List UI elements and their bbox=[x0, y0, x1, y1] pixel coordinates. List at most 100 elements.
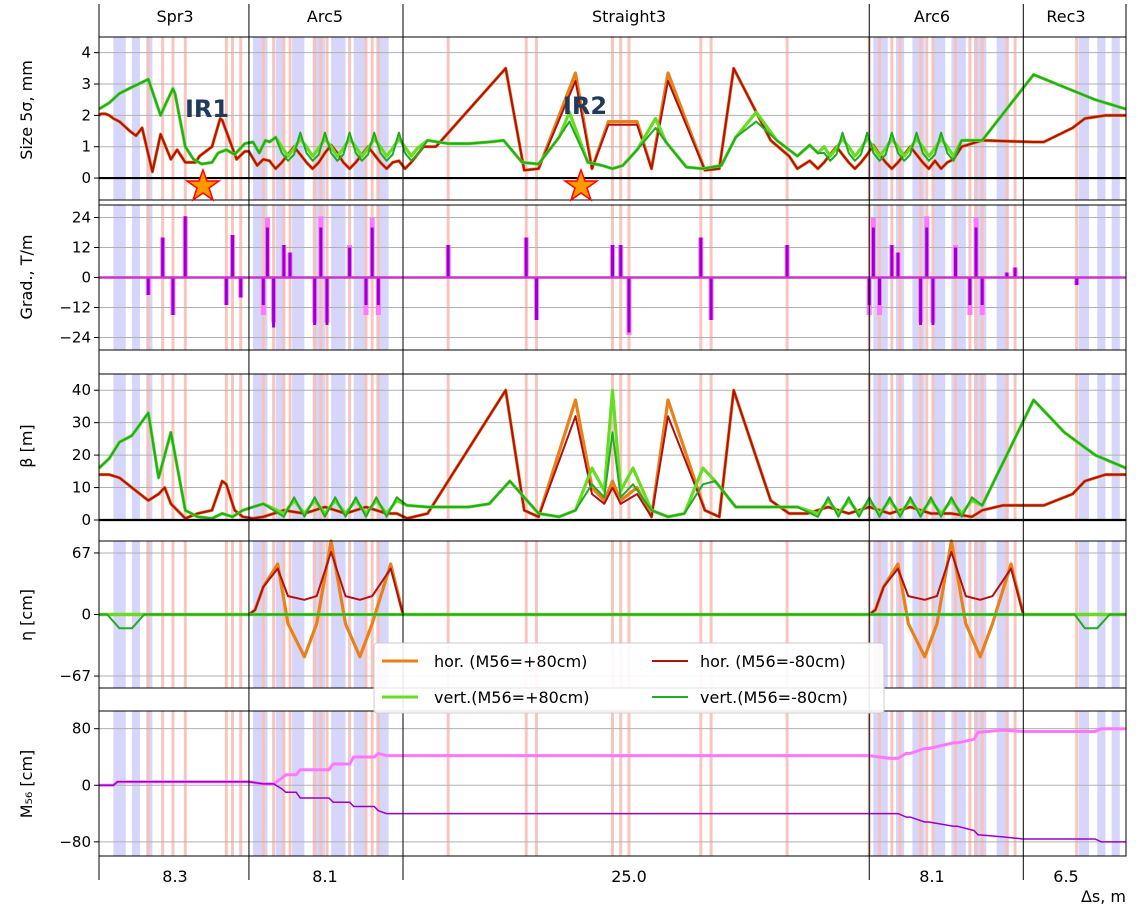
quad-band bbox=[898, 374, 902, 520]
length-axis-unit: Δs, m bbox=[1081, 887, 1126, 906]
dipole-band bbox=[932, 374, 946, 520]
gradient-bar bbox=[980, 277, 984, 305]
dipole-band bbox=[1097, 37, 1106, 200]
gradient-bar bbox=[709, 277, 713, 320]
quad-band bbox=[1005, 37, 1009, 200]
quad-band bbox=[231, 37, 235, 200]
dipole-band bbox=[331, 711, 346, 856]
ylabel-size: Size 5σ, mm bbox=[17, 60, 36, 160]
ylabel-gradient: Grad., T/m bbox=[17, 235, 36, 320]
quad-band bbox=[1013, 37, 1017, 200]
gradient-bar bbox=[161, 237, 165, 278]
dipole-band bbox=[253, 37, 268, 200]
gradient-bar bbox=[524, 237, 528, 278]
dipole-band bbox=[912, 374, 925, 520]
quad-band bbox=[146, 37, 150, 200]
quad-band bbox=[1013, 711, 1017, 856]
series-line-m56_m bbox=[99, 780, 1126, 843]
gradient-bar bbox=[896, 252, 900, 278]
section-length-arc6: 8.1 bbox=[919, 867, 944, 886]
y-tick-label: 0 bbox=[81, 776, 91, 794]
quad-band bbox=[272, 37, 276, 200]
gradient-bar bbox=[231, 235, 235, 278]
dipole-band bbox=[292, 37, 305, 200]
gradient-bar bbox=[925, 227, 929, 278]
y-tick-label: −12 bbox=[59, 299, 91, 317]
quad-band bbox=[785, 711, 789, 856]
gradient-bar bbox=[611, 245, 614, 278]
quad-band bbox=[224, 711, 228, 856]
quad-band bbox=[183, 374, 187, 520]
quad-band bbox=[146, 374, 150, 520]
quad-band bbox=[1075, 374, 1079, 520]
quad-band bbox=[878, 374, 882, 520]
quad-band bbox=[1005, 711, 1009, 856]
quad-band bbox=[611, 711, 614, 856]
quad-band bbox=[261, 374, 265, 520]
quad-band bbox=[224, 374, 228, 520]
quad-band bbox=[348, 711, 352, 856]
quad-band bbox=[878, 37, 882, 200]
dipole-band bbox=[331, 374, 346, 520]
quad-band bbox=[282, 374, 286, 520]
quad-band bbox=[709, 711, 713, 856]
y-tick-label: 12 bbox=[72, 239, 91, 257]
gradient-bar bbox=[699, 237, 703, 278]
quad-band bbox=[974, 374, 978, 520]
dipole-band bbox=[353, 374, 367, 520]
dipole-band bbox=[113, 711, 126, 856]
dipole-band bbox=[1111, 37, 1120, 200]
dipole-band bbox=[912, 711, 925, 856]
quad-band bbox=[231, 374, 235, 520]
y-tick-label: 20 bbox=[72, 446, 91, 464]
quad-band bbox=[980, 374, 984, 520]
dipole-band bbox=[1111, 374, 1120, 520]
section-length-straight3: 25.0 bbox=[611, 867, 647, 886]
quad-band bbox=[183, 37, 187, 200]
quad-band bbox=[611, 37, 614, 200]
quad-band bbox=[348, 374, 352, 520]
quad-band bbox=[627, 374, 631, 520]
quad-band bbox=[325, 374, 329, 520]
gradient-bar bbox=[171, 277, 175, 315]
gradient-bar bbox=[265, 227, 269, 278]
quad-band bbox=[968, 711, 972, 856]
ir1-label: IR1 bbox=[185, 95, 229, 123]
quad-band bbox=[524, 37, 528, 200]
series-line-vert_m bbox=[98, 73, 1127, 170]
dipole-band bbox=[1111, 711, 1120, 856]
quad-band bbox=[919, 711, 923, 856]
series-line-m56_p bbox=[99, 727, 1126, 787]
gradient-bar bbox=[974, 227, 978, 278]
quad-band bbox=[785, 37, 789, 200]
dipole-band bbox=[932, 711, 946, 856]
quad-band bbox=[1013, 374, 1017, 520]
gradient-bar bbox=[871, 227, 875, 278]
y-tick-label: 0 bbox=[81, 511, 91, 529]
quad-band bbox=[370, 37, 374, 200]
y-tick-label: −67 bbox=[59, 667, 91, 685]
quad-band bbox=[370, 711, 374, 856]
gradient-bar bbox=[446, 245, 450, 278]
quad-band bbox=[272, 374, 276, 520]
quad-band bbox=[1005, 374, 1009, 520]
dipole-band bbox=[253, 374, 268, 520]
quad-band bbox=[239, 711, 243, 856]
quad-band bbox=[709, 37, 713, 200]
quad-band bbox=[446, 374, 450, 520]
gradient-bar bbox=[878, 277, 882, 305]
y-tick-label: 1 bbox=[81, 138, 91, 156]
section-length-arc5: 8.1 bbox=[312, 867, 337, 886]
ylabel-m56: M₅₆ [cm] bbox=[17, 750, 36, 819]
quad-band bbox=[288, 37, 292, 200]
quad-band bbox=[890, 37, 894, 200]
quad-band bbox=[282, 711, 286, 856]
quad-band bbox=[325, 711, 329, 856]
dipole-band bbox=[1097, 374, 1106, 520]
y-tick-label: 2 bbox=[81, 106, 91, 124]
quad-band bbox=[446, 711, 450, 856]
section-label-arc6: Arc6 bbox=[914, 7, 950, 26]
quad-band bbox=[535, 374, 539, 520]
quad-band bbox=[364, 374, 368, 520]
y-tick-label: 3 bbox=[81, 75, 91, 93]
